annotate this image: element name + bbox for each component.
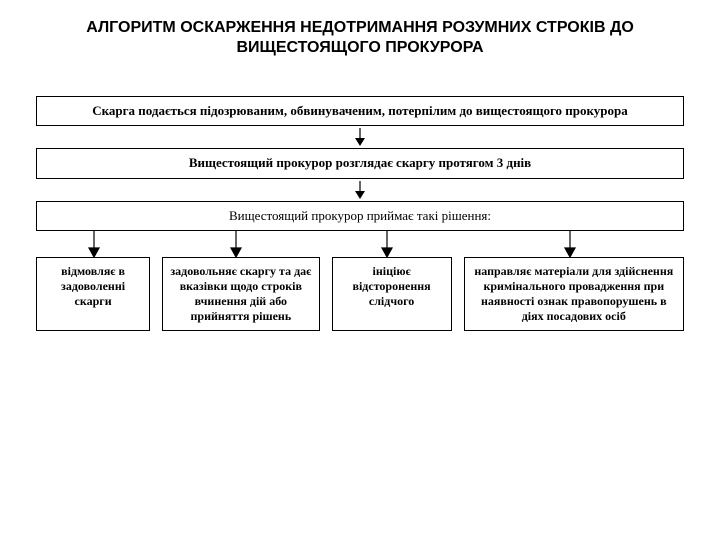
step-3-text: Вищестоящий прокурор приймає такі рішенн… (229, 208, 491, 223)
step-2-box: Вищестоящий прокурор розглядає скаргу пр… (36, 148, 684, 178)
arrow-1 (30, 128, 690, 146)
decision-3-text: ініціює відсторонення слідчого (352, 264, 430, 308)
step-2-text: Вищестоящий прокурор розглядає скаргу пр… (189, 155, 531, 170)
decision-3-box: ініціює відсторонення слідчого (332, 257, 452, 331)
decision-2-text: задовольняє скаргу та дає вказівки щодо … (170, 264, 311, 323)
decision-2-box: задовольняє скаргу та дає вказівки щодо … (162, 257, 319, 331)
arrow-2 (30, 181, 690, 199)
branch-connectors (36, 231, 684, 257)
decision-4-box: направляє матеріали для здійснення кримі… (464, 257, 684, 331)
decision-4-text: направляє матеріали для здійснення кримі… (474, 264, 673, 323)
title-text: АЛГОРИТМ ОСКАРЖЕННЯ НЕДОТРИМАННЯ РОЗУМНИ… (86, 19, 634, 56)
decision-1-box: відмовляє в задоволенні скарги (36, 257, 150, 331)
decision-col-1: відмовляє в задоволенні скарги (36, 257, 150, 331)
step-3-box: Вищестоящий прокурор приймає такі рішенн… (36, 201, 684, 231)
step-1-text: Скарга подається підозрюваним, обвинувач… (92, 103, 628, 118)
decisions-row: відмовляє в задоволенні скарги задовольн… (36, 257, 684, 331)
decision-col-4: направляє матеріали для здійснення кримі… (464, 257, 684, 331)
decision-col-2: задовольняє скаргу та дає вказівки щодо … (162, 257, 319, 331)
page-title: АЛГОРИТМ ОСКАРЖЕННЯ НЕДОТРИМАННЯ РОЗУМНИ… (0, 0, 720, 58)
flowchart: Скарга подається підозрюваним, обвинувач… (0, 58, 720, 331)
step-1-box: Скарга подається підозрюваним, обвинувач… (36, 96, 684, 126)
decision-1-text: відмовляє в задоволенні скарги (61, 264, 125, 308)
decision-col-3: ініціює відсторонення слідчого (332, 257, 452, 331)
